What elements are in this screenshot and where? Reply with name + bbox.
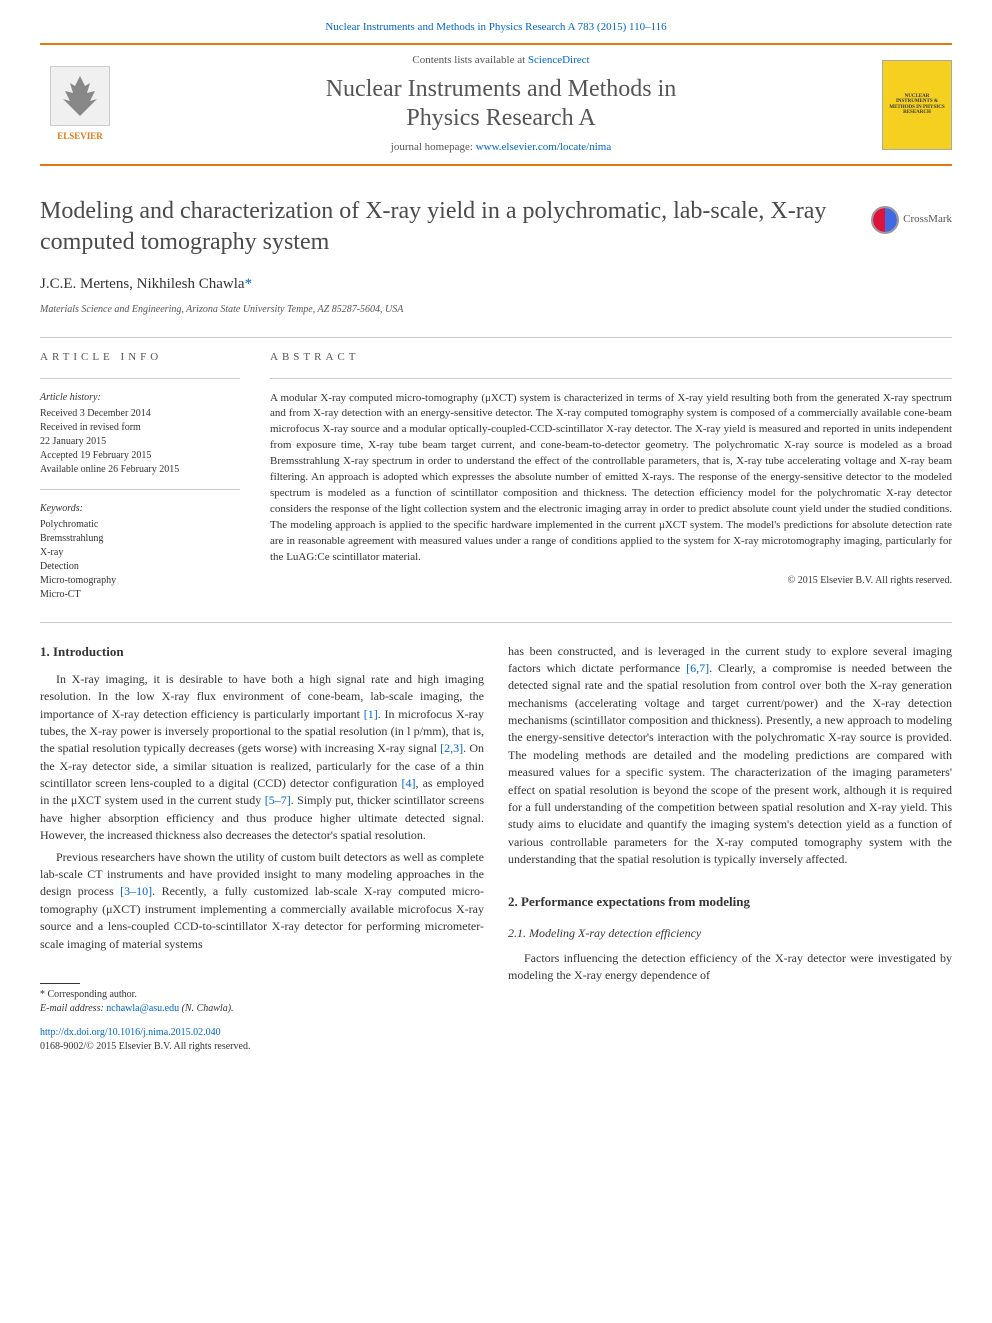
body-paragraph: Previous researchers have shown the util…	[40, 849, 484, 953]
crossmark-badge[interactable]: CrossMark	[871, 206, 952, 234]
elsevier-logo[interactable]: ELSEVIER	[40, 60, 120, 150]
keyword-item: Polychromatic	[40, 518, 240, 532]
body-column-right: has been constructed, and is leveraged i…	[508, 643, 952, 1054]
abstract-text: A modular X-ray computed micro-tomograph…	[270, 391, 952, 566]
history-item: Available online 26 February 2015	[40, 463, 240, 477]
history-item: Received 3 December 2014	[40, 407, 240, 421]
body-columns: 1. Introduction In X-ray imaging, it is …	[40, 643, 952, 1054]
title-block: Modeling and characterization of X-ray y…	[40, 196, 952, 258]
abstract-copyright: © 2015 Elsevier B.V. All rights reserved…	[270, 574, 952, 588]
journal-name-line1: Nuclear Instruments and Methods in	[120, 75, 882, 104]
keyword-item: Bremsstrahlung	[40, 532, 240, 546]
body-paragraph: Factors influencing the detection effici…	[508, 950, 952, 985]
abstract-divider	[270, 378, 952, 379]
info-divider	[40, 489, 240, 490]
crossmark-label: CrossMark	[903, 212, 952, 227]
section-heading-intro: 1. Introduction	[40, 643, 484, 661]
divider	[40, 337, 952, 338]
para-text: . Clearly, a compromise is needed betwee…	[508, 661, 952, 866]
citation-link[interactable]: [6,7]	[686, 661, 709, 675]
paper-title: Modeling and characterization of X-ray y…	[40, 196, 851, 258]
sciencedirect-link[interactable]: ScienceDirect	[528, 54, 590, 66]
keyword-item: Micro-CT	[40, 588, 240, 602]
body-column-left: 1. Introduction In X-ray imaging, it is …	[40, 643, 484, 1054]
citation-link[interactable]: [2,3]	[440, 741, 463, 755]
body-paragraph: has been constructed, and is leveraged i…	[508, 643, 952, 869]
history-label: Article history:	[40, 391, 240, 405]
contents-prefix: Contents lists available at	[412, 54, 527, 66]
section-heading-performance: 2. Performance expectations from modelin…	[508, 893, 952, 911]
citation-link[interactable]: [4]	[401, 776, 415, 790]
body-paragraph: In X-ray imaging, it is desirable to hav…	[40, 671, 484, 845]
header-center: Contents lists available at ScienceDirec…	[120, 53, 882, 155]
journal-homepage-line: journal homepage: www.elsevier.com/locat…	[120, 140, 882, 155]
footer-block: * Corresponding author. E-mail address: …	[40, 983, 484, 1054]
abstract-heading: ABSTRACT	[270, 350, 952, 365]
elsevier-label: ELSEVIER	[57, 130, 103, 143]
email-label: E-mail address:	[40, 1003, 106, 1014]
keyword-item: Micro-tomography	[40, 574, 240, 588]
author-names: J.C.E. Mertens, Nikhilesh Chawla	[40, 276, 245, 292]
footer-divider	[40, 983, 80, 984]
journal-name: Nuclear Instruments and Methods in Physi…	[120, 75, 882, 133]
journal-reference: Nuclear Instruments and Methods in Physi…	[40, 20, 952, 35]
divider	[40, 622, 952, 623]
crossmark-icon	[871, 206, 899, 234]
subsection-heading: 2.1. Modeling X-ray detection efficiency	[508, 925, 952, 942]
doi-link[interactable]: http://dx.doi.org/10.1016/j.nima.2015.02…	[40, 1026, 484, 1040]
corresponding-text: Corresponding author.	[45, 989, 137, 1000]
keyword-item: X-ray	[40, 546, 240, 560]
citation-link[interactable]: [5–7]	[265, 793, 291, 807]
keyword-item: Detection	[40, 560, 240, 574]
issn-copyright: 0168-9002/© 2015 Elsevier B.V. All right…	[40, 1040, 484, 1054]
homepage-link[interactable]: www.elsevier.com/locate/nima	[476, 141, 612, 153]
email-link[interactable]: nchawla@asu.edu	[106, 1003, 179, 1014]
corresponding-marker-icon[interactable]: *	[245, 276, 253, 292]
email-suffix: (N. Chawla).	[179, 1003, 233, 1014]
history-item: Accepted 19 February 2015	[40, 449, 240, 463]
elsevier-tree-icon	[50, 66, 110, 126]
journal-cover-thumbnail[interactable]: NUCLEAR INSTRUMENTS & METHODS IN PHYSICS…	[882, 60, 952, 150]
journal-header: ELSEVIER Contents lists available at Sci…	[40, 43, 952, 165]
cover-title-text: NUCLEAR INSTRUMENTS & METHODS IN PHYSICS…	[887, 94, 947, 116]
info-abstract-row: ARTICLE INFO Article history: Received 3…	[40, 350, 952, 601]
corresponding-author-note: * Corresponding author.	[40, 988, 484, 1002]
contents-line: Contents lists available at ScienceDirec…	[120, 53, 882, 68]
keywords-label: Keywords:	[40, 502, 240, 516]
history-item: Received in revised form	[40, 421, 240, 435]
journal-name-line2: Physics Research A	[120, 104, 882, 133]
citation-link[interactable]: [3–10]	[120, 884, 152, 898]
article-info-heading: ARTICLE INFO	[40, 350, 240, 365]
article-info-column: ARTICLE INFO Article history: Received 3…	[40, 350, 240, 601]
homepage-prefix: journal homepage:	[391, 141, 476, 153]
email-line: E-mail address: nchawla@asu.edu (N. Chaw…	[40, 1002, 484, 1016]
citation-link[interactable]: [1]	[364, 707, 378, 721]
abstract-column: ABSTRACT A modular X-ray computed micro-…	[270, 350, 952, 601]
history-item: 22 January 2015	[40, 435, 240, 449]
authors-line: J.C.E. Mertens, Nikhilesh Chawla*	[40, 274, 952, 295]
affiliation: Materials Science and Engineering, Arizo…	[40, 303, 952, 317]
info-divider	[40, 378, 240, 379]
